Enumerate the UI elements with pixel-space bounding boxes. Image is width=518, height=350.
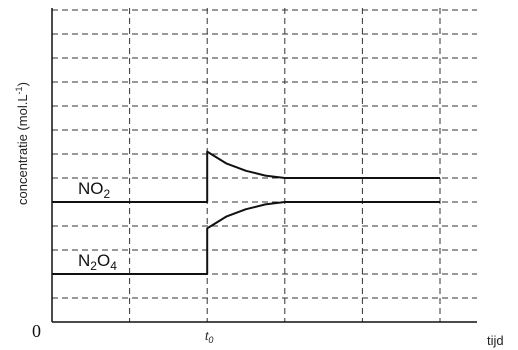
series-label-n2o4: N2O4 (78, 251, 117, 273)
x-tick-t0: t0 (205, 329, 213, 345)
origin-label: 0 (32, 321, 41, 341)
axes (51, 8, 477, 323)
series-line-n2o4 (52, 201, 440, 275)
series-lines (52, 150, 440, 275)
series-label-no2: NO2 (78, 179, 111, 201)
grid (52, 8, 477, 322)
y-axis-label: concentratie (mol.L-1) (14, 82, 30, 205)
x-axis-label: tijd (487, 333, 504, 348)
series-line-no2 (52, 150, 440, 203)
